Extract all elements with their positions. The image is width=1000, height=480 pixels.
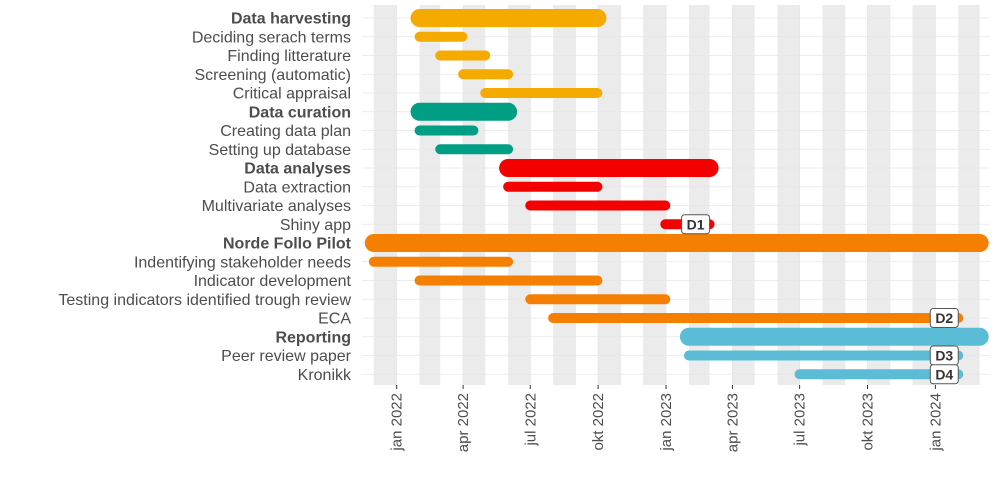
task-label: Data extraction [243, 179, 351, 196]
group-label: Reporting [275, 329, 351, 346]
milestone-badge: D1 [681, 214, 711, 235]
milestone-badge: D4 [929, 364, 959, 385]
task-label: Testing indicators identified trough rev… [58, 292, 351, 309]
task-label: Setting up database [209, 142, 351, 159]
shaded-month-band [373, 5, 397, 385]
x-tick-label: jan 2023 [658, 393, 675, 452]
shaded-month-band [958, 5, 980, 385]
task-label: Creating data plan [220, 123, 351, 140]
x-tick-label: jul 2022 [522, 393, 539, 447]
shaded-month-band [912, 5, 936, 385]
shaded-month-band [419, 5, 441, 385]
milestone-label: D4 [935, 366, 953, 382]
milestone-label: D3 [935, 348, 953, 364]
task-bars [364, 9, 989, 380]
x-tick-label: jan 2022 [389, 393, 406, 452]
group-label: Data analyses [244, 161, 351, 178]
task-label: Indentifying stakeholder needs [134, 254, 351, 271]
task-label: Shiny app [280, 217, 351, 234]
milestone-label: D1 [687, 216, 705, 232]
milestone-badge: D3 [929, 345, 959, 366]
shaded-month-band [508, 5, 531, 385]
shaded-month-band [553, 5, 577, 385]
x-tick-label: jul 2023 [792, 393, 809, 447]
group-label: Data harvesting [231, 11, 351, 28]
milestone-box [681, 214, 711, 235]
task-label: Kronikk [298, 367, 352, 384]
shaded-month-band [643, 5, 667, 385]
shaded-month-band [598, 5, 622, 385]
x-tick-label: apr 2023 [724, 393, 741, 452]
task-label: ECA [318, 311, 351, 328]
task-label: Indicator development [194, 273, 352, 290]
task-label: Critical appraisal [233, 86, 351, 103]
shaded-month-band [867, 5, 891, 385]
x-tick-label: apr 2022 [455, 393, 472, 452]
milestone-badge: D2 [929, 308, 959, 328]
shaded-month-band [463, 5, 486, 385]
task-label: Peer review paper [221, 348, 352, 365]
month-shading [373, 5, 980, 385]
shaded-month-band [822, 5, 846, 385]
task-label: Finding litterature [227, 48, 351, 65]
group-label: Norde Follo Pilot [223, 236, 352, 253]
milestone-box [929, 308, 959, 328]
group-label: Data curation [249, 104, 351, 121]
milestone-box [929, 364, 959, 385]
task-label: Screening (automatic) [194, 67, 351, 84]
shaded-month-band [732, 5, 755, 385]
milestone-label: D2 [935, 310, 953, 326]
milestone-labels: D1 D2 D3 D4 [681, 214, 959, 385]
x-tick-label: okt 2023 [859, 393, 876, 451]
x-axis-ticks: jan 2022 apr 2022 jul 2022 okt 2022 jan 2023… [389, 385, 944, 452]
x-tick-label: jan 2024 [927, 393, 944, 452]
task-label: Multivariate analyses [202, 198, 351, 215]
shaded-month-band [688, 5, 710, 385]
task-label: Deciding serach terms [192, 29, 351, 46]
shaded-month-band [777, 5, 800, 385]
x-tick-label: okt 2022 [590, 393, 607, 451]
